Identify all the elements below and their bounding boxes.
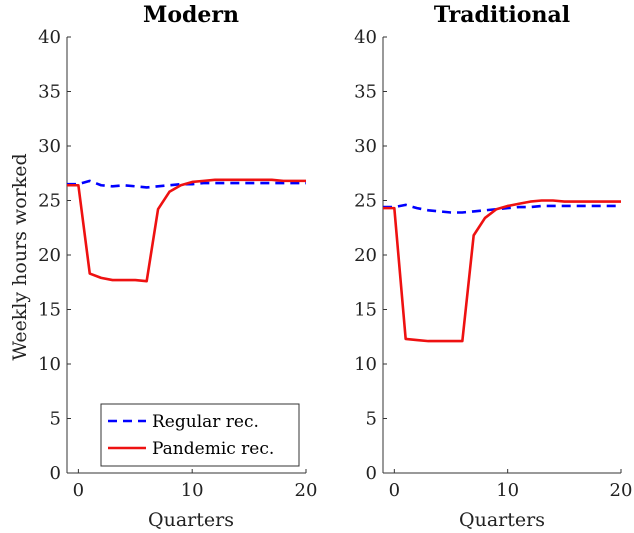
panel-title-modern: Modern [143,2,239,28]
x-axis-label-traditional: Quarters [459,509,545,531]
legend-label: Pandemic rec. [152,439,274,459]
y-tick-label: 25 [38,191,61,212]
y-tick-label: 5 [50,409,61,430]
y-tick-label: 25 [354,191,377,212]
y-tick-label: 35 [354,82,377,103]
x-tick-label: 0 [389,480,400,501]
panel-traditional: Traditional Quarters 0 5 10 15 20 25 30 35 40 0 10… [354,2,632,531]
y-tick-label: 10 [354,354,377,375]
legend-box [100,403,300,467]
y-tick-label: 35 [38,82,61,103]
legend: Regular rec. Pandemic rec. [100,403,300,467]
y-tick-label: 15 [38,300,61,321]
y-tick-label: 30 [38,136,61,157]
legend-label: Regular rec. [152,412,259,432]
x-tick-label: 10 [181,480,204,501]
y-tick-label: 30 [354,136,377,157]
y-axis-label: Weekly hours worked [9,153,31,360]
y-tick-label: 20 [354,245,377,266]
y-tick-label: 40 [38,27,61,48]
x-tick-label: 20 [295,480,318,501]
x-tick-label: 10 [496,480,519,501]
y-tick-label: 0 [366,463,377,484]
y-tick-label: 15 [354,300,377,321]
series-line-pandemic-rec [67,178,306,283]
panel-title-traditional: Traditional [434,2,570,28]
y-tick-label: 5 [366,409,377,430]
y-tick-label: 20 [38,245,61,266]
y-tick-label: 40 [354,27,377,48]
x-axis-label-modern: Quarters [148,509,234,531]
x-tick-label: 0 [73,480,84,501]
x-tick-label: 20 [610,480,633,501]
series-line-pandemic-rec [383,199,621,343]
panel-modern: Modern Quarters 0 5 10 15 20 25 30 35 40 0 10 20 Reg… [38,2,317,531]
y-tick-label: 10 [38,354,61,375]
y-tick-label: 0 [50,463,61,484]
